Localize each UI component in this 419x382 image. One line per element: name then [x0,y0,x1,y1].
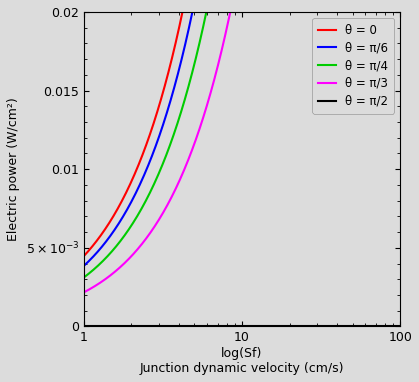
θ = π/3 [225,25,230,29]
θ = π/3 [81,290,86,295]
θ = π/4 [163,155,168,160]
θ = π/6 [163,116,168,120]
θ = π/3 [137,244,142,249]
θ = π/2 [163,324,168,329]
θ = π/2 [81,324,86,329]
Legend: θ = 0, θ = π/6, θ = π/4, θ = π/3, θ = π/2: θ = 0, θ = π/6, θ = π/4, θ = π/3, θ = π/… [312,18,394,113]
θ = π/6 [137,182,142,187]
θ = π/6 [81,264,86,268]
θ = π/2 [268,324,273,329]
X-axis label: log(Sf)
Junction dynamic velocity (cm/s): log(Sf) Junction dynamic velocity (cm/s) [140,347,344,375]
θ = 0 [163,82,168,87]
θ = π/4 [137,209,142,214]
θ = π/2 [225,324,230,329]
Line: θ = 0: θ = 0 [84,0,400,256]
θ = π/2 [398,324,403,329]
Line: θ = π/6: θ = π/6 [84,0,400,266]
θ = π/2 [319,324,324,329]
θ = π/4 [81,275,86,280]
θ = 0 [137,159,142,164]
Line: θ = π/3: θ = π/3 [84,0,400,292]
Line: θ = π/4: θ = π/4 [84,0,400,277]
Y-axis label: Electric power (W/cm²): Electric power (W/cm²) [7,97,20,241]
θ = π/3 [163,207,168,211]
θ = π/2 [137,324,142,329]
θ = π/2 [292,324,297,329]
θ = 0 [81,254,86,258]
